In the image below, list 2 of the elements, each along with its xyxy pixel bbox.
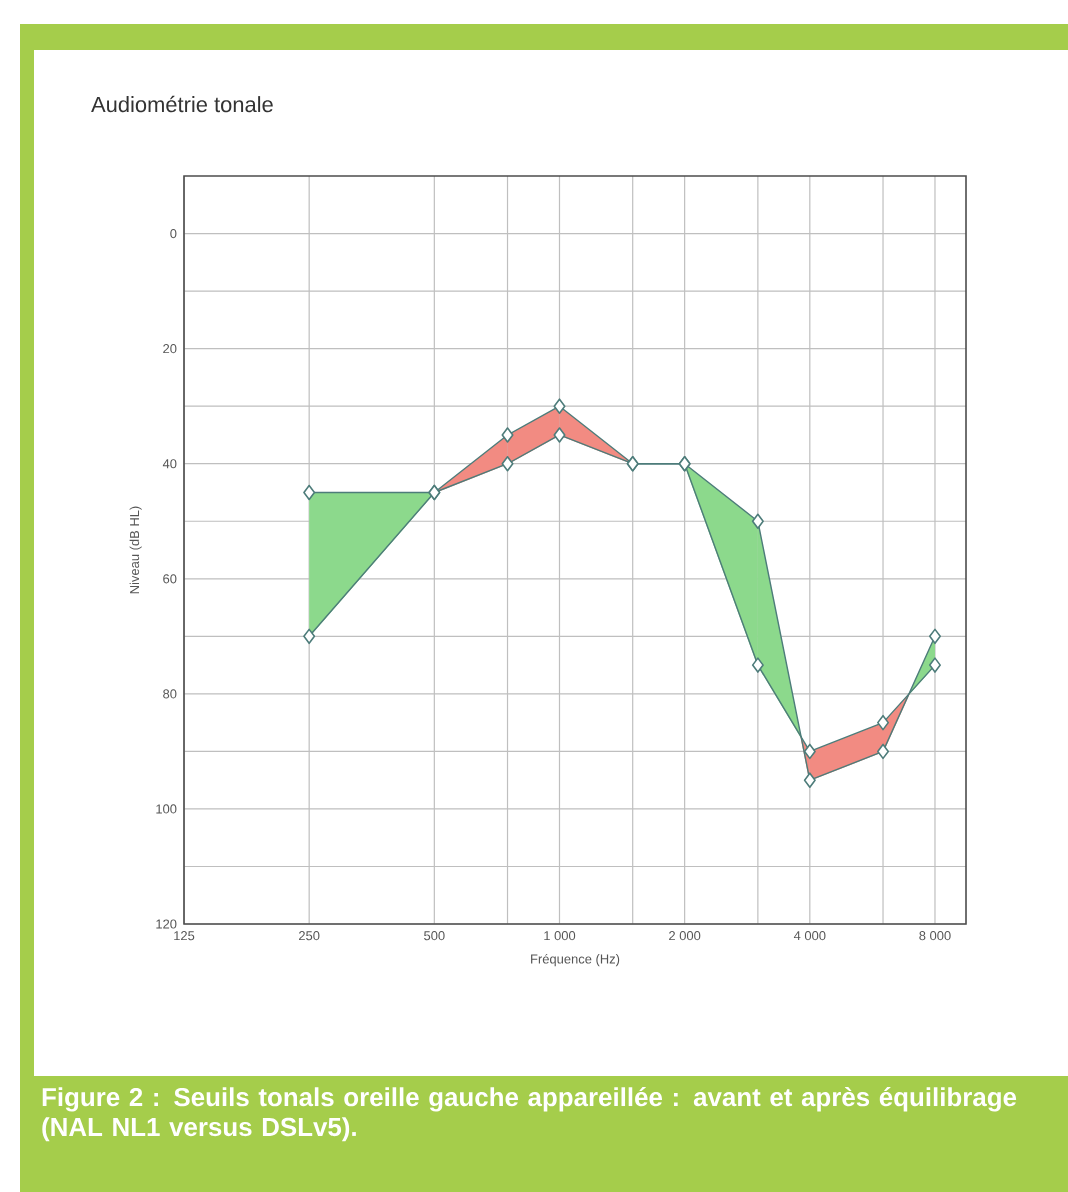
chart-title: Audiométrie tonale: [91, 95, 273, 113]
caption: Figure 2 : Seuils tonals oreille gauche appareillée : avant et après équilibrage (NAL NL1 versus DSLv5).: [42, 1087, 1017, 1142]
